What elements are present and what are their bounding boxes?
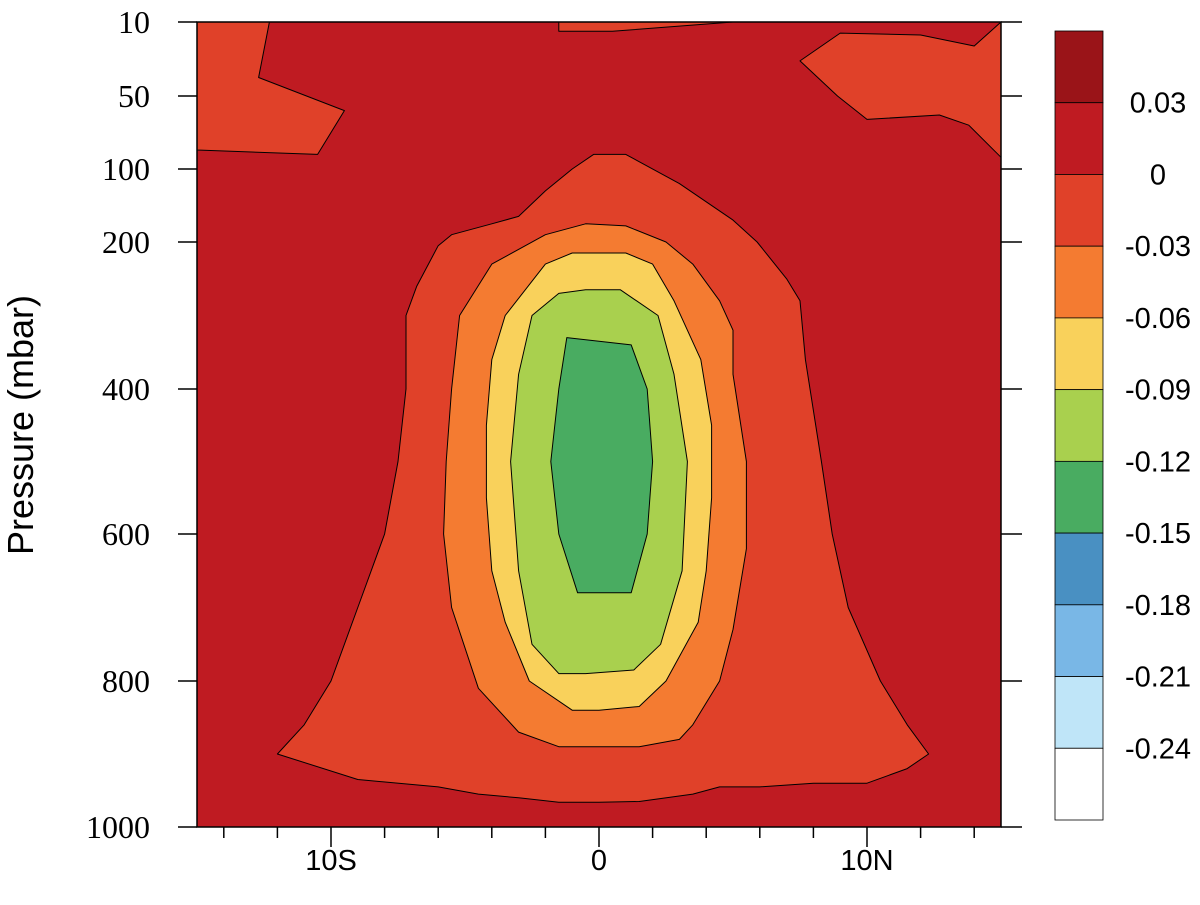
colorbar-label: -0.24	[1125, 733, 1191, 765]
colorbar-label: -0.12	[1125, 446, 1191, 478]
y-tick-label: 100	[102, 151, 150, 187]
contour-top-right-negative	[799, 21, 1002, 158]
colorbar-label: -0.15	[1125, 518, 1191, 550]
colorbar-swatch	[1054, 389, 1104, 462]
y-tick-label: 50	[118, 78, 150, 114]
y-tick-label: 10	[118, 4, 150, 40]
colorbar-swatch	[1054, 102, 1104, 175]
plot-area	[196, 21, 1002, 827]
colorbar-swatch	[1054, 460, 1104, 534]
colorbar-label: -0.09	[1125, 375, 1191, 407]
colorbar-swatch	[1054, 532, 1104, 606]
y-axis-title: Pressure (mbar)	[0, 295, 41, 555]
x-tick-label: 10N	[840, 845, 893, 877]
y-tick-label: 800	[102, 663, 150, 699]
colorbar-swatch	[1054, 245, 1104, 319]
colorbar-swatch	[1054, 747, 1104, 821]
y-tick-label: 600	[102, 516, 150, 552]
y-tick-label: 200	[102, 224, 150, 260]
x-tick-label: 0	[591, 845, 607, 877]
colorbar-swatch	[1054, 174, 1104, 247]
y-tick-label: 1000	[86, 809, 150, 845]
colorbar-swatch	[1054, 604, 1104, 677]
colorbar-label: -0.21	[1125, 662, 1191, 694]
colorbar-swatch	[1054, 30, 1104, 104]
colorbar-label: 0	[1150, 159, 1166, 191]
colorbar-label: 0.03	[1130, 88, 1186, 120]
contour-level-minus-015	[550, 337, 654, 594]
colorbar-swatch	[1054, 317, 1104, 391]
colorbar-label: -0.18	[1125, 590, 1191, 622]
colorbar-label: -0.06	[1125, 303, 1191, 335]
axes: 10 50 100 200 400 600 800 1000 10S 0 10N	[86, 4, 1022, 877]
colorbar-swatch	[1054, 676, 1104, 749]
colorbar-label: -0.03	[1125, 231, 1191, 263]
y-tick-label: 400	[102, 371, 150, 407]
x-tick-label: 10S	[305, 845, 357, 877]
colorbar: 0.03 0 -0.03 -0.06 -0.09 -0.12 -0.15 -0.18 -0.21…	[1054, 30, 1191, 821]
